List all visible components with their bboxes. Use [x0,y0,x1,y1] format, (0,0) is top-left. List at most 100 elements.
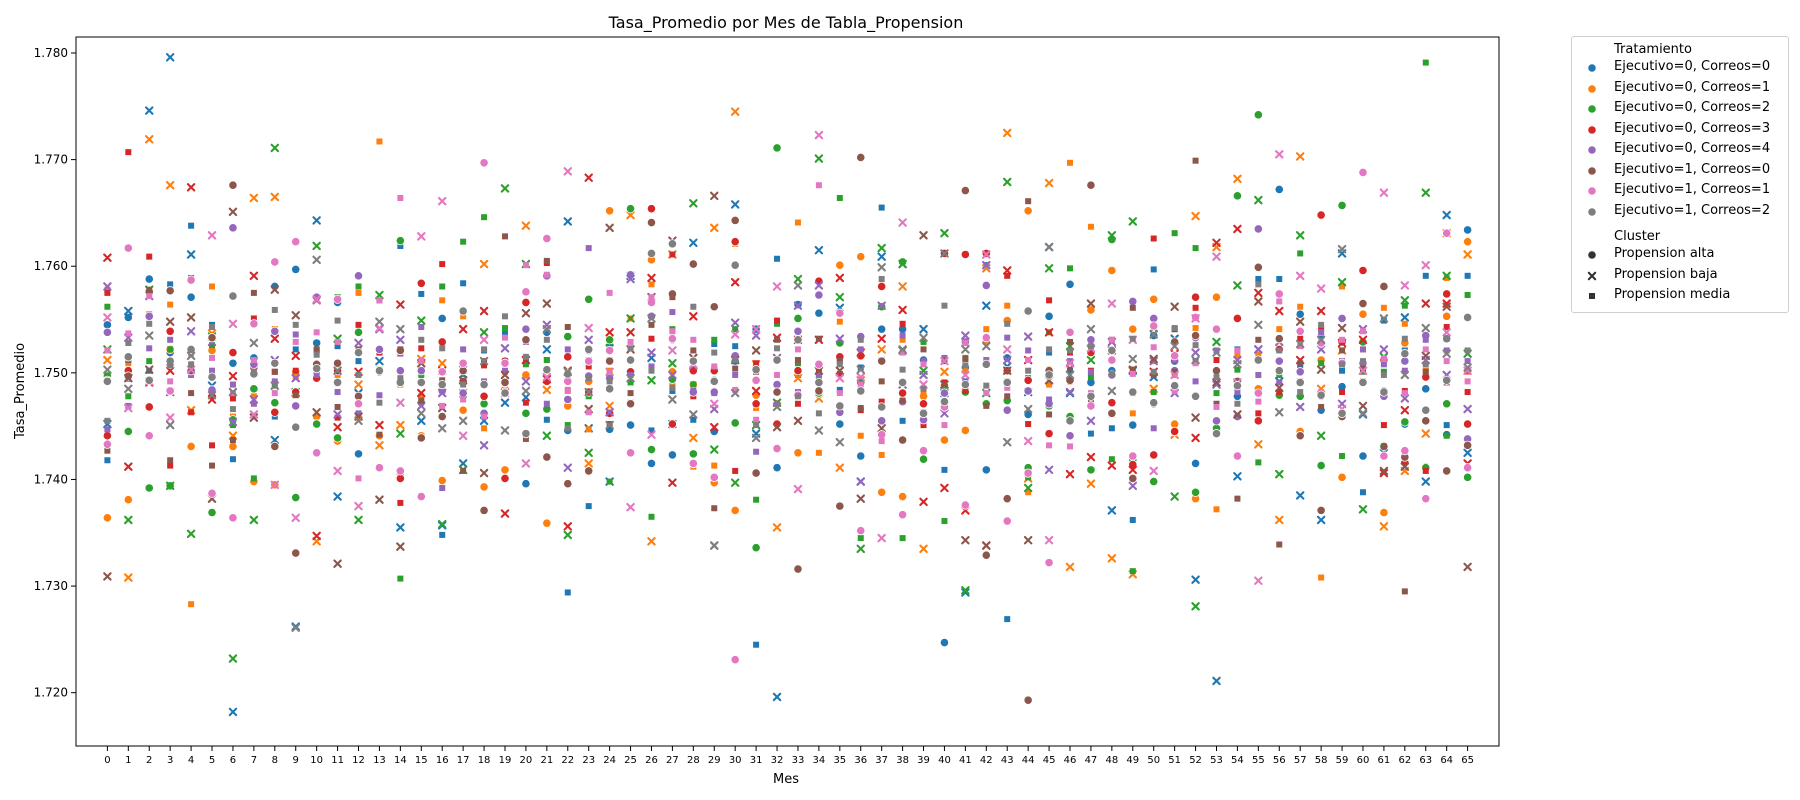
data-point [920,338,927,345]
data-point [920,389,927,396]
data-point [1044,311,1054,321]
data-point [146,345,153,352]
data-point [460,396,467,403]
data-point [941,422,948,429]
data-point [1421,494,1431,504]
data-point [648,281,655,288]
data-point [646,458,657,469]
data-point [270,381,280,390]
data-point [1464,389,1471,396]
data-point [1422,467,1429,474]
data-point [479,158,489,168]
y-tick-label: 1.740 [34,472,68,486]
data-point [1086,416,1096,426]
y-tick-label: 1.730 [34,579,68,593]
data-point [165,286,175,296]
data-point [312,216,321,225]
data-point [981,280,991,291]
data-point [732,386,739,393]
legend-label: Ejecutivo=0, Correos=3 [1614,120,1771,136]
data-point [376,431,383,438]
data-point [396,324,405,334]
data-point [815,182,822,189]
data-point [1192,304,1199,311]
data-point [732,343,739,350]
data-point [1002,377,1012,388]
data-point [1255,398,1262,405]
data-point [605,356,615,366]
data-point [1232,451,1243,461]
data-point [856,494,865,503]
data-point [774,400,781,407]
data-point [144,375,154,385]
data-point [291,311,300,320]
data-point [667,239,678,249]
legend-marker [1587,83,1597,94]
x-tick-label: 43 [1001,755,1014,766]
data-point [188,390,195,397]
data-point [918,408,929,418]
data-point [1044,465,1054,475]
legend-marker [1587,250,1597,260]
data-point [209,442,216,449]
data-point [1023,436,1033,446]
data-point [564,346,571,353]
data-point [772,355,782,365]
data-point [375,495,384,504]
data-point [1463,250,1472,259]
data-point [460,346,467,353]
data-point [1463,472,1473,482]
legend-marker [1587,104,1597,114]
data-point [711,363,718,370]
data-point [1316,335,1326,345]
data-point [563,367,573,377]
data-point [228,180,238,190]
data-point [1275,306,1284,316]
data-point [814,377,824,388]
data-point [1065,370,1075,380]
data-point [815,371,822,378]
x-tick-label: 24 [603,755,616,766]
data-point [146,320,153,327]
data-point [165,366,175,375]
data-point [877,263,886,272]
data-point [376,399,383,406]
data-point [1191,211,1200,221]
data-point [605,223,614,233]
data-point [1023,404,1033,414]
legend-series-marker [1587,124,1597,135]
data-point [186,313,196,322]
data-point [1107,355,1117,365]
data-point [1065,469,1075,479]
data-point [543,336,550,343]
data-point [395,366,405,376]
data-point [919,324,928,334]
data-point [1004,320,1011,327]
data-point [981,550,991,560]
data-point [857,381,864,388]
data-point [228,707,238,717]
data-point [982,341,991,351]
data-point [1086,391,1096,401]
data-point [521,287,531,297]
x-tick-label: 31 [750,755,763,766]
data-point [585,245,592,252]
data-point [1253,416,1263,426]
data-point [772,443,782,454]
data-point [102,439,112,449]
data-point [835,437,845,447]
data-point [353,347,364,358]
data-point [1212,348,1221,357]
data-point [1254,576,1263,585]
data-point [625,204,636,214]
data-point [710,223,719,233]
data-point [1150,344,1157,351]
data-point [1086,355,1096,365]
data-point [479,468,489,478]
legend-label: Ejecutivo=0, Correos=1 [1614,79,1771,95]
data-point [856,365,865,374]
data-point [165,481,175,491]
data-point [460,280,467,287]
data-point [1190,487,1201,497]
data-point [1400,394,1410,403]
